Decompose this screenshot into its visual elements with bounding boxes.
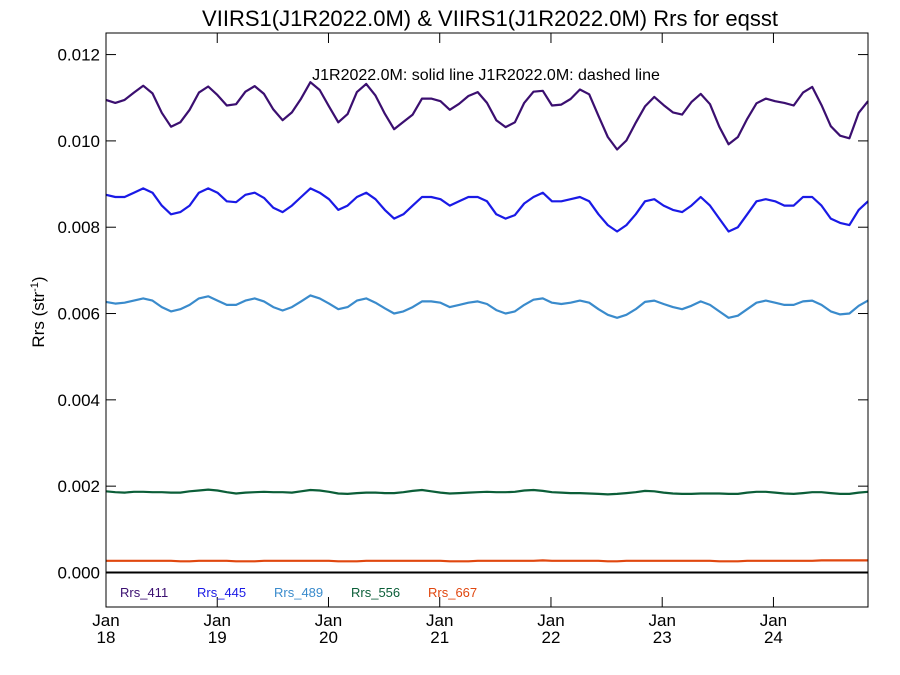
x-tick-label-month: Jan [537,611,564,630]
legend-entry-rrs-556: Rrs_556 [351,585,400,600]
x-tick-label-month: Jan [648,611,675,630]
y-axis-label-close: ) [29,276,48,282]
y-tick-label: 0.004 [57,391,100,410]
y-tick-label: 0.006 [57,305,100,324]
plot-frame [105,32,869,608]
x-tick-label-year: 24 [764,628,783,647]
legend-entry-rrs-489: Rrs_489 [274,585,323,600]
series-line-rrs-556 [105,488,869,496]
x-tick-label-month: Jan [426,611,453,630]
x-tick-label-year: 18 [97,628,116,647]
x-tick-label-month: Jan [315,611,342,630]
y-axis-label-main: Rrs (str [29,292,48,348]
series-line-rrs-489 [105,294,869,319]
x-tick-label-year: 20 [319,628,338,647]
y-axis: 0.000 0.002 0.004 0.006 0.008 0.010 0.012 [57,46,868,582]
y-tick-label: 0.008 [57,218,100,237]
legend-entry-rrs-667: Rrs_667 [428,585,477,600]
x-tick-label-year: 19 [208,628,227,647]
legend-entry-rrs-411: Rrs_411 [120,585,168,600]
x-tick-label-year: 22 [542,628,561,647]
y-axis-label: Rrs (str-1) [29,276,48,347]
x-tick-label-month: Jan [92,611,119,630]
y-tick-label: 0.012 [57,46,100,65]
chart-title: VIIRS1(J1R2022.0M) & VIIRS1(J1R2022.0M) … [202,6,778,31]
chart-annotation: J1R2022.0M: solid line J1R2022.0M: dashe… [312,67,660,84]
y-axis-label-sup: -1 [29,282,41,292]
y-tick-label: 0.010 [57,132,100,151]
x-tick-label-month: Jan [760,611,787,630]
x-tick-label-month: Jan [204,611,231,630]
plot-area [105,81,869,574]
series-line-rrs-411 [105,81,869,151]
legend-entry-rrs-445: Rrs_445 [197,585,246,600]
y-tick-label: 0.000 [57,563,100,582]
legend: Rrs_411 Rrs_445 Rrs_489 Rrs_556 Rrs_667 [120,585,477,600]
series-line-rrs-445 [105,187,869,233]
x-tick-label-year: 21 [430,628,449,647]
series-line-rrs-667 [106,559,868,563]
y-tick-label: 0.002 [57,477,100,496]
x-tick-label-year: 23 [653,628,672,647]
